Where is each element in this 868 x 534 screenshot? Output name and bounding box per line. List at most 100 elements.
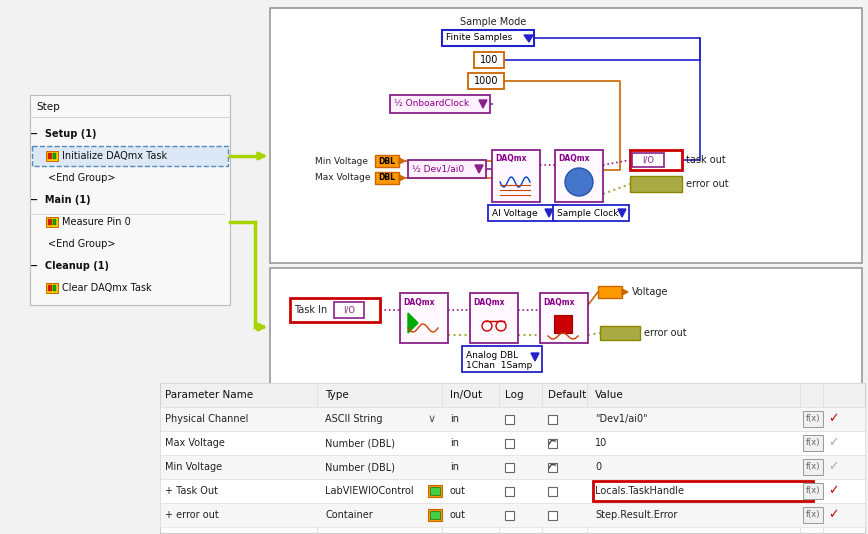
FancyBboxPatch shape bbox=[32, 146, 228, 166]
Text: −  Main (1): − Main (1) bbox=[30, 195, 90, 205]
FancyBboxPatch shape bbox=[160, 431, 865, 455]
FancyBboxPatch shape bbox=[270, 8, 862, 263]
Text: ✓: ✓ bbox=[828, 460, 838, 474]
Text: f(x): f(x) bbox=[806, 462, 820, 472]
Text: DBL: DBL bbox=[378, 156, 396, 166]
FancyBboxPatch shape bbox=[630, 150, 682, 170]
Text: f(x): f(x) bbox=[806, 511, 820, 520]
FancyBboxPatch shape bbox=[504, 414, 514, 423]
FancyBboxPatch shape bbox=[290, 298, 380, 322]
FancyBboxPatch shape bbox=[632, 153, 664, 167]
Text: in: in bbox=[450, 438, 459, 448]
Text: Initialize DAQmx Task: Initialize DAQmx Task bbox=[62, 151, 168, 161]
FancyBboxPatch shape bbox=[160, 383, 865, 533]
FancyBboxPatch shape bbox=[540, 293, 588, 343]
FancyBboxPatch shape bbox=[600, 326, 640, 340]
FancyBboxPatch shape bbox=[442, 30, 534, 46]
FancyBboxPatch shape bbox=[46, 283, 58, 293]
Text: + Task Out: + Task Out bbox=[165, 486, 218, 496]
Text: AI Voltage: AI Voltage bbox=[492, 208, 537, 217]
Text: Number (DBL): Number (DBL) bbox=[325, 462, 395, 472]
FancyBboxPatch shape bbox=[630, 176, 682, 192]
Text: <End Group>: <End Group> bbox=[48, 239, 115, 249]
FancyBboxPatch shape bbox=[160, 383, 865, 407]
Text: Clear DAQmx Task: Clear DAQmx Task bbox=[62, 283, 152, 293]
Text: ✓: ✓ bbox=[828, 508, 838, 522]
FancyBboxPatch shape bbox=[504, 438, 514, 447]
FancyBboxPatch shape bbox=[53, 219, 56, 225]
FancyBboxPatch shape bbox=[803, 507, 823, 523]
FancyBboxPatch shape bbox=[803, 459, 823, 475]
FancyBboxPatch shape bbox=[488, 205, 556, 221]
FancyBboxPatch shape bbox=[593, 481, 813, 501]
Text: Default: Default bbox=[548, 390, 586, 400]
Polygon shape bbox=[479, 100, 487, 108]
FancyBboxPatch shape bbox=[504, 486, 514, 496]
Text: Step: Step bbox=[36, 102, 60, 112]
Text: Number (DBL): Number (DBL) bbox=[325, 438, 395, 448]
Text: Min Voltage: Min Voltage bbox=[315, 156, 368, 166]
FancyBboxPatch shape bbox=[474, 52, 504, 68]
Text: "Dev1/ai0": "Dev1/ai0" bbox=[595, 414, 648, 424]
Text: DBL: DBL bbox=[378, 174, 396, 183]
FancyBboxPatch shape bbox=[48, 219, 52, 225]
Text: −  Cleanup (1): − Cleanup (1) bbox=[30, 261, 109, 271]
Text: DAQmx: DAQmx bbox=[543, 297, 575, 307]
Text: Voltage: Voltage bbox=[632, 287, 668, 297]
Text: DAQmx: DAQmx bbox=[473, 297, 504, 307]
FancyBboxPatch shape bbox=[390, 95, 490, 113]
Polygon shape bbox=[545, 209, 553, 217]
FancyBboxPatch shape bbox=[548, 438, 556, 447]
FancyBboxPatch shape bbox=[160, 479, 865, 503]
FancyBboxPatch shape bbox=[160, 407, 865, 431]
FancyBboxPatch shape bbox=[803, 411, 823, 427]
Text: Measure Pin 0: Measure Pin 0 bbox=[62, 217, 131, 227]
FancyBboxPatch shape bbox=[504, 511, 514, 520]
Text: Finite Samples: Finite Samples bbox=[446, 34, 512, 43]
Text: in: in bbox=[450, 462, 459, 472]
FancyBboxPatch shape bbox=[430, 487, 440, 495]
Text: <End Group>: <End Group> bbox=[48, 173, 115, 183]
Text: Sample Mode: Sample Mode bbox=[460, 17, 526, 27]
FancyBboxPatch shape bbox=[548, 414, 556, 423]
Text: Step.Result.Error: Step.Result.Error bbox=[595, 510, 677, 520]
Text: I/O: I/O bbox=[642, 155, 654, 164]
Polygon shape bbox=[408, 313, 418, 333]
Text: DAQmx: DAQmx bbox=[403, 297, 435, 307]
FancyBboxPatch shape bbox=[504, 462, 514, 472]
FancyBboxPatch shape bbox=[555, 150, 603, 202]
Text: 1000: 1000 bbox=[474, 76, 498, 86]
Text: + error out: + error out bbox=[165, 510, 219, 520]
Text: Min Voltage: Min Voltage bbox=[165, 462, 222, 472]
Text: Container: Container bbox=[325, 510, 372, 520]
Text: Locals.TaskHandle: Locals.TaskHandle bbox=[595, 486, 684, 496]
Text: DAQmx: DAQmx bbox=[495, 153, 527, 162]
Text: 10: 10 bbox=[595, 438, 608, 448]
Text: LabVIEWIOControl: LabVIEWIOControl bbox=[325, 486, 414, 496]
Text: In/Out: In/Out bbox=[450, 390, 482, 400]
Text: ∨: ∨ bbox=[428, 414, 436, 424]
FancyBboxPatch shape bbox=[430, 511, 440, 519]
FancyBboxPatch shape bbox=[400, 293, 448, 343]
FancyBboxPatch shape bbox=[160, 455, 865, 479]
Polygon shape bbox=[524, 35, 533, 42]
FancyBboxPatch shape bbox=[470, 293, 518, 343]
FancyBboxPatch shape bbox=[468, 73, 504, 89]
FancyBboxPatch shape bbox=[46, 151, 58, 161]
FancyBboxPatch shape bbox=[548, 462, 556, 472]
Text: Parameter Name: Parameter Name bbox=[165, 390, 253, 400]
Text: Value: Value bbox=[595, 390, 624, 400]
Text: ✓: ✓ bbox=[828, 412, 838, 426]
FancyBboxPatch shape bbox=[598, 286, 622, 298]
FancyBboxPatch shape bbox=[53, 285, 56, 291]
Text: 1Chan  1Samp: 1Chan 1Samp bbox=[466, 362, 532, 371]
Polygon shape bbox=[399, 175, 405, 181]
Text: Max Voltage: Max Voltage bbox=[165, 438, 225, 448]
Text: error out: error out bbox=[686, 179, 728, 189]
Text: f(x): f(x) bbox=[806, 438, 820, 447]
FancyBboxPatch shape bbox=[375, 155, 399, 167]
FancyBboxPatch shape bbox=[30, 95, 230, 305]
FancyBboxPatch shape bbox=[428, 509, 442, 521]
Text: Analog DBL: Analog DBL bbox=[466, 350, 518, 359]
Text: Type: Type bbox=[325, 390, 349, 400]
